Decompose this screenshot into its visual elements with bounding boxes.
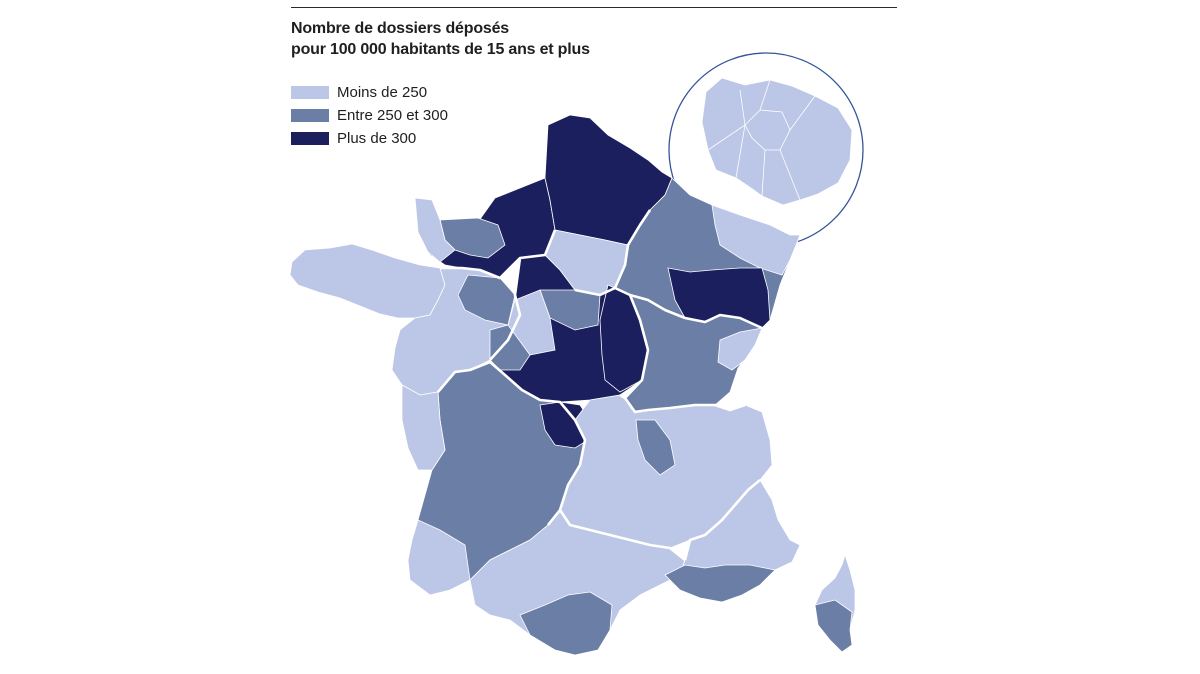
- dept-bouches-du-rhone-var: [664, 564, 776, 603]
- dept-sarthe: [457, 274, 516, 326]
- top-rule: [291, 7, 897, 8]
- legend-label-mid: Entre 250 et 300: [337, 107, 448, 124]
- region-borders: [437, 209, 763, 562]
- legend-item-mid: Entre 250 et 300: [291, 104, 448, 127]
- dept-corse-du-sud: [814, 599, 853, 653]
- dept-pyrenees-orientales: [519, 591, 613, 656]
- title-line-2: pour 100 000 habitants de 15 ans et plus: [291, 41, 590, 58]
- region-bretagne: [289, 243, 446, 319]
- dept-alsace-lorraine-low: [711, 204, 801, 276]
- dept-loire: [635, 419, 676, 476]
- idf-inset-borders: [707, 79, 816, 201]
- dept-doubs-jura: [717, 327, 763, 371]
- legend-swatch-low: [291, 86, 329, 99]
- dept-manche: [414, 197, 456, 263]
- legend-label-high: Plus de 300: [337, 130, 417, 147]
- dept-landes-pyrenees: [407, 519, 471, 596]
- map-title: Nombre de dossiers déposés pour 100 000 …: [291, 18, 891, 60]
- dept-vendee-charente: [401, 384, 446, 471]
- legend-swatch-high: [291, 132, 329, 145]
- legend: Moins de 250 Entre 250 et 300 Plus de 30…: [291, 81, 448, 150]
- legend-item-high: Plus de 300: [291, 127, 448, 150]
- idf-inset-map: [701, 77, 853, 206]
- legend-label-low: Moins de 250: [337, 84, 428, 101]
- legend-swatch-mid: [291, 109, 329, 122]
- title-line-1: Nombre de dossiers déposés: [291, 20, 509, 37]
- legend-item-low: Moins de 250: [291, 81, 448, 104]
